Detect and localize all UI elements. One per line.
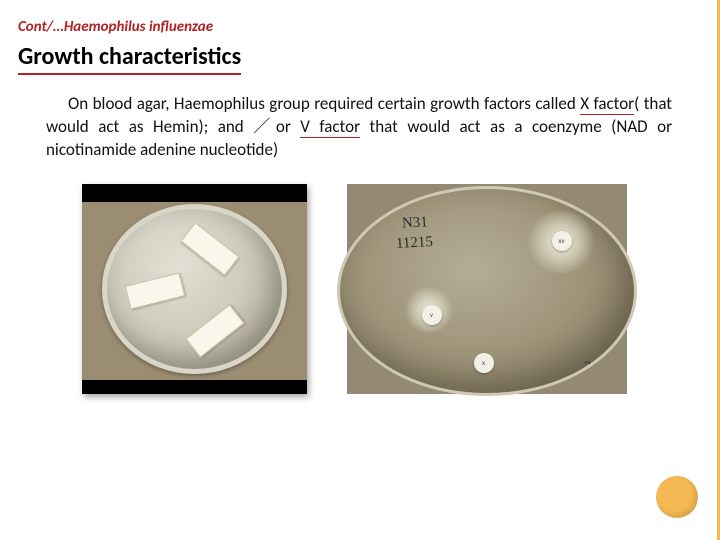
test-strip-1 <box>180 222 239 275</box>
factor-disc-xv: xv <box>552 231 572 251</box>
factor-disc-x: x <box>474 353 494 373</box>
body-text-1: On blood agar, Haemophilus group require… <box>68 93 580 114</box>
slide-container: Cont/…Haemophilus influenzae Growth char… <box>0 0 720 540</box>
agar-plate-image-2: xv v x N31 11215 29 <box>347 184 627 394</box>
test-strip-3 <box>185 304 244 357</box>
accent-dot-icon <box>656 476 698 518</box>
petri-dish-2: xv v x N31 11215 29 <box>337 186 637 396</box>
plate-marker-3: 29 <box>583 358 600 377</box>
plate-marker-2: 11215 <box>395 234 433 253</box>
factor-disc-v: v <box>422 305 442 325</box>
image-row: xv v x N31 11215 29 <box>18 184 700 394</box>
page-title: Growth characteristics <box>18 42 241 75</box>
v-factor-label: V <box>300 116 319 138</box>
agar-plate-image-1 <box>82 184 307 394</box>
test-strip-2 <box>124 272 184 309</box>
x-factor-label: X <box>580 93 593 115</box>
image-top-band <box>82 184 307 202</box>
breadcrumb: Cont/…Haemophilus influenzae <box>18 18 700 36</box>
factor-word-1: factor <box>593 93 634 115</box>
plate-marker-1: N31 <box>401 214 428 232</box>
image-bottom-band <box>82 380 307 394</box>
body-paragraph: On blood agar, Haemophilus group require… <box>18 93 700 162</box>
factor-word-2: factor <box>319 116 360 138</box>
petri-dish-1 <box>102 204 287 374</box>
